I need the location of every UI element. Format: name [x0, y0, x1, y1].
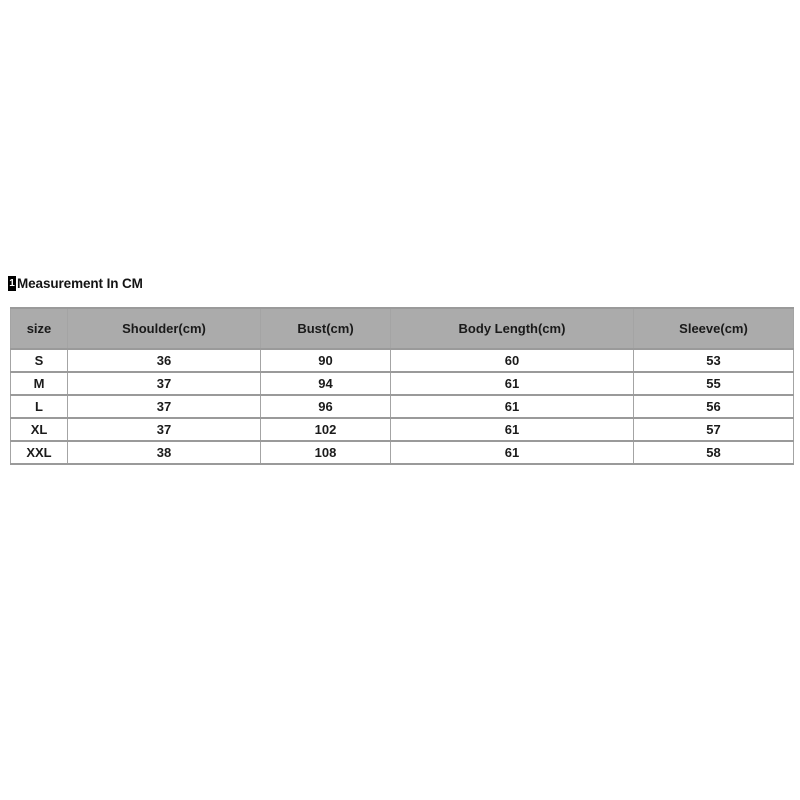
page-title: 1 Measurement In CM: [8, 276, 143, 291]
table-row-xl: XL 37 102 61 57: [10, 417, 794, 442]
table-cell: 38: [67, 440, 261, 465]
table-row-xxl: XXL 38 108 61 58: [10, 440, 794, 465]
table-cell: L: [10, 394, 68, 419]
table-cell: 37: [67, 394, 261, 419]
table-cell: 37: [67, 417, 261, 442]
page-title-text: Measurement In CM: [17, 276, 143, 291]
table-cell: 96: [260, 394, 391, 419]
table-cell: 37: [67, 371, 261, 396]
column-header-sleeve: Sleeve(cm): [633, 307, 794, 350]
table-cell: XXL: [10, 440, 68, 465]
column-header-shoulder: Shoulder(cm): [67, 307, 261, 350]
table-row-m: M 37 94 61 55: [10, 371, 794, 396]
table-cell: 60: [390, 348, 634, 373]
column-header-size: size: [10, 307, 68, 350]
table-cell: 102: [260, 417, 391, 442]
table-cell: 61: [390, 417, 634, 442]
table-cell: 108: [260, 440, 391, 465]
table-cell: 61: [390, 394, 634, 419]
table-cell: M: [10, 371, 68, 396]
column-header-bust: Bust(cm): [260, 307, 391, 350]
size-chart-table: size Shoulder(cm) Bust(cm) Body Length(c…: [10, 307, 794, 465]
table-cell: 94: [260, 371, 391, 396]
table-cell: S: [10, 348, 68, 373]
table-cell: 57: [633, 417, 794, 442]
column-header-body-length: Body Length(cm): [390, 307, 634, 350]
table-cell: 58: [633, 440, 794, 465]
table-cell: XL: [10, 417, 68, 442]
table-cell: 36: [67, 348, 261, 373]
table-cell: 55: [633, 371, 794, 396]
table-row-s: S 36 90 60 53: [10, 348, 794, 373]
table-cell: 61: [390, 440, 634, 465]
table-cell: 56: [633, 394, 794, 419]
table-cell: 90: [260, 348, 391, 373]
table-header-row: size Shoulder(cm) Bust(cm) Body Length(c…: [10, 307, 794, 350]
table-cell: 53: [633, 348, 794, 373]
numbered-box-icon: 1: [8, 276, 16, 291]
table-cell: 61: [390, 371, 634, 396]
table-row-l: L 37 96 61 56: [10, 394, 794, 419]
